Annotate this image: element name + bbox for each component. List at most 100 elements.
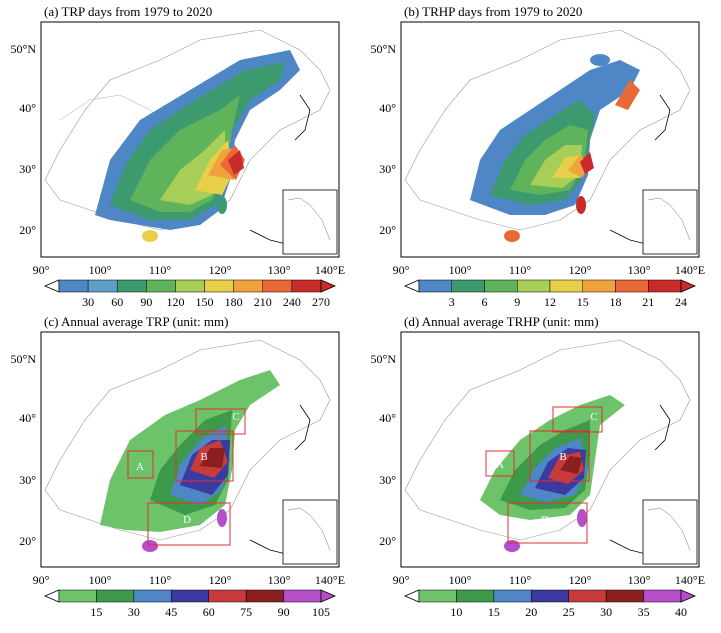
colorbar-max-extend	[680, 279, 697, 293]
region-d-box	[507, 502, 588, 544]
panel-c: (c) Annual average TRP (unit: mm)	[11, 314, 346, 619]
colorbar-tick-label: 15	[488, 605, 500, 619]
region-a-box	[127, 450, 154, 479]
colorbar-segment	[262, 279, 293, 293]
colorbar-segment	[531, 589, 569, 603]
svg-text:120°: 120°	[209, 573, 232, 587]
svg-text:110°: 110°	[509, 573, 532, 587]
panel-a: (a) TRP days from 1979 to 2020	[11, 4, 346, 309]
region-a-label: A	[136, 461, 144, 473]
svg-text:30°: 30°	[379, 162, 396, 176]
svg-text:90°: 90°	[393, 263, 410, 277]
region-d-label: D	[183, 514, 191, 526]
region-b-box	[529, 430, 590, 482]
region-b-label: B	[559, 451, 566, 463]
colorbar-segment	[451, 279, 485, 293]
colorbar-segment	[643, 589, 682, 603]
panel-d-map: A B C D	[401, 332, 699, 567]
svg-text:110°: 110°	[149, 573, 172, 587]
svg-text:130°: 130°	[268, 573, 291, 587]
colorbar-segment	[175, 279, 205, 293]
svg-text:40°: 40°	[379, 101, 396, 115]
colorbar-segment	[456, 589, 495, 603]
colorbar-segment	[283, 589, 322, 603]
region-a-label: A	[496, 459, 504, 471]
colorbar-min-extend	[403, 279, 420, 293]
region-c-box	[552, 406, 603, 433]
svg-text:50°N: 50°N	[371, 352, 397, 366]
panel-c-colorbar: 15 30 45 60 75 90 105	[43, 589, 337, 619]
colorbar-tick-label: 180	[225, 295, 243, 309]
region-c-box	[195, 408, 246, 435]
svg-text:110°: 110°	[149, 263, 172, 277]
colorbar-segment	[568, 589, 607, 603]
colorbar-tick-label: 15	[577, 295, 589, 309]
colorbar-segment	[208, 589, 247, 603]
panel-b-layer-8	[580, 152, 594, 174]
panel-d-title: (d) Annual average TRHP (unit: mm)	[404, 314, 599, 329]
colorbar-tick-label: 6	[482, 295, 488, 309]
svg-text:90°: 90°	[33, 263, 50, 277]
svg-text:120°: 120°	[209, 263, 232, 277]
colorbar-tick-label: 24	[675, 295, 687, 309]
svg-text:130°: 130°	[628, 573, 651, 587]
colorbar-max-extend	[320, 279, 337, 293]
colorbar-tick-label: 75	[240, 605, 252, 619]
colorbar-segment	[582, 279, 616, 293]
colorbar-tick-label: 15	[90, 605, 102, 619]
colorbar-segment	[133, 589, 172, 603]
svg-text:40°: 40°	[19, 411, 36, 425]
region-a-box	[485, 450, 515, 477]
panel-a-inset	[282, 189, 338, 255]
colorbar-segment	[549, 279, 583, 293]
colorbar-segment	[87, 279, 118, 293]
colorbar-segment	[96, 589, 135, 603]
colorbar-segment	[116, 279, 147, 293]
colorbar-segment	[204, 279, 234, 293]
svg-text:120°: 120°	[569, 573, 592, 587]
svg-text:40°: 40°	[379, 411, 396, 425]
colorbar-segment	[245, 589, 284, 603]
panel-a-layer-8	[228, 150, 244, 175]
colorbar-tick-label: 210	[254, 295, 272, 309]
colorbar-tick-label: 25	[563, 605, 575, 619]
svg-text:140°E: 140°E	[315, 573, 345, 587]
panel-d-inset	[642, 499, 698, 565]
colorbar-segment	[58, 589, 97, 603]
colorbar-segment	[171, 589, 209, 603]
colorbar-segment	[233, 279, 264, 293]
svg-text:20°: 20°	[19, 223, 36, 237]
panel-a-colorbar: 30 60 90 120 150 180 210 240 270	[43, 279, 337, 309]
svg-text:40°: 40°	[19, 101, 36, 115]
colorbar-segment	[493, 589, 532, 603]
colorbar-tick-label: 18	[610, 295, 622, 309]
svg-text:50°N: 50°N	[11, 352, 37, 366]
region-b-box	[175, 430, 234, 482]
panel-b-map	[401, 22, 699, 257]
svg-text:90°: 90°	[393, 573, 410, 587]
colorbar-tick-label: 3	[449, 295, 455, 309]
svg-text:90°: 90°	[33, 573, 50, 587]
colorbar-segment	[146, 279, 176, 293]
colorbar-tick-label: 45	[165, 605, 177, 619]
panel-d-colorbar: 10 15 20 25 30 35 40	[403, 589, 697, 619]
colorbar-tick-label: 90	[140, 295, 152, 309]
colorbar-tick-label: 150	[196, 295, 214, 309]
panel-c-map: A B C D	[41, 332, 339, 567]
svg-text:110°: 110°	[509, 263, 532, 277]
colorbar-tick-label: 90	[278, 605, 290, 619]
panel-b-title: (b) TRHP days from 1979 to 2020	[404, 4, 582, 19]
panel-d-layer-6	[560, 456, 582, 474]
svg-text:20°: 20°	[379, 534, 396, 548]
colorbar-segment	[291, 279, 322, 293]
svg-text:140°E: 140°E	[315, 263, 345, 277]
colorbar-tick-label: 10	[450, 605, 462, 619]
colorbar-tick-label: 120	[166, 295, 184, 309]
panel-d-regions	[485, 406, 603, 544]
region-b-label: B	[200, 451, 207, 463]
colorbar-segment	[418, 279, 452, 293]
colorbar-segment	[605, 589, 644, 603]
svg-text:50°N: 50°N	[371, 42, 397, 56]
region-d-label: D	[541, 514, 549, 526]
